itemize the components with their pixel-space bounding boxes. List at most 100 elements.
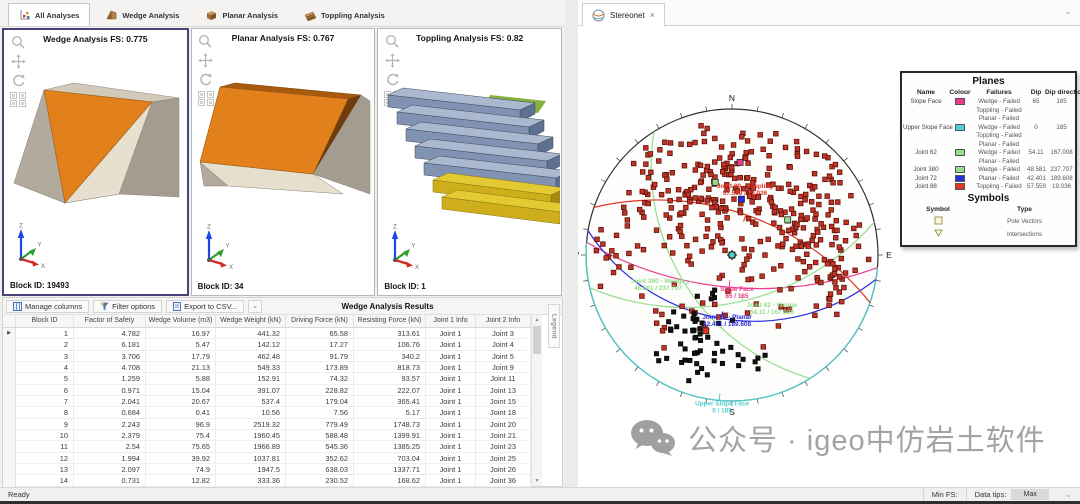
cell[interactable]: 3 <box>16 350 74 363</box>
zoom-tool-icon[interactable] <box>385 34 400 49</box>
cell[interactable]: 1037.81 <box>216 452 286 465</box>
cell[interactable]: 5.17 <box>354 407 426 419</box>
view-options-icons[interactable] <box>197 91 214 106</box>
cell[interactable]: 21.13 <box>146 362 216 374</box>
tab-wedge-analysis[interactable]: Wedge Analysis <box>94 3 190 26</box>
cell[interactable]: 7.56 <box>286 407 354 419</box>
cell[interactable]: Joint 1 <box>426 373 476 385</box>
row-marker[interactable] <box>3 418 16 431</box>
cell[interactable]: 75.65 <box>146 441 216 453</box>
tab-all-analyses[interactable]: All Analyses <box>8 3 91 26</box>
cell[interactable]: 7 <box>16 396 74 408</box>
cell[interactable]: Joint 1 <box>426 418 476 431</box>
cell[interactable]: 96.9 <box>146 418 216 431</box>
cell[interactable]: 16.97 <box>146 328 216 340</box>
row-marker[interactable]: ▶ <box>3 328 16 340</box>
cell[interactable]: Joint 1 <box>426 452 476 465</box>
column-header[interactable]: Resisting Force (kN) <box>354 315 426 328</box>
cell[interactable]: 1 <box>16 328 74 340</box>
cell[interactable]: 0.41 <box>146 407 216 419</box>
cell[interactable]: Joint 1 <box>426 328 476 340</box>
toppling-3d-scene[interactable] <box>386 55 561 231</box>
wedge-3d-scene[interactable] <box>12 56 182 216</box>
cell[interactable]: 8 <box>16 407 74 419</box>
cell[interactable]: 1748.73 <box>354 418 426 431</box>
cell[interactable]: 391.07 <box>216 384 286 397</box>
cell[interactable]: 142.12 <box>216 339 286 351</box>
row-marker[interactable] <box>3 362 16 374</box>
cell[interactable]: 441.32 <box>216 328 286 340</box>
row-marker[interactable] <box>3 396 16 408</box>
cell[interactable]: Joint 9 <box>476 362 531 374</box>
cell[interactable]: 818.73 <box>354 362 426 374</box>
cell[interactable]: 93.57 <box>354 373 426 385</box>
cell[interactable]: 74.32 <box>286 373 354 385</box>
cell[interactable]: 1.259 <box>74 373 146 385</box>
cell[interactable]: 228.82 <box>286 384 354 397</box>
legend-side-tab[interactable]: Legend <box>548 304 560 348</box>
viewport-toppling[interactable]: Toppling Analysis FS: 0.82 Z Y X Block I… <box>377 28 563 296</box>
column-header[interactable]: Joint 1 Info <box>426 315 476 328</box>
cell[interactable]: 2.243 <box>74 418 146 431</box>
zoom-tool-icon[interactable] <box>198 34 213 49</box>
cell[interactable]: Joint 15 <box>476 396 531 408</box>
cell[interactable]: 65.58 <box>286 328 354 340</box>
rotate-tool-icon[interactable] <box>198 72 213 87</box>
pan-tool-icon[interactable] <box>10 54 26 69</box>
cell[interactable]: 9 <box>16 418 74 431</box>
chevron-down-icon[interactable]: ⌄ <box>1065 490 1072 499</box>
export-dropdown-button[interactable]: ⌄ <box>248 299 263 313</box>
cell[interactable]: 230.52 <box>286 475 354 487</box>
cell[interactable]: 222.07 <box>354 384 426 397</box>
cell[interactable]: 352.62 <box>286 452 354 465</box>
cell[interactable]: Joint 20 <box>476 418 531 431</box>
cell[interactable]: 365.41 <box>354 396 426 408</box>
pan-tool-icon[interactable] <box>198 53 214 68</box>
scrollbar-thumb[interactable] <box>533 326 541 354</box>
cell[interactable]: Joint 1 <box>426 430 476 442</box>
tab-planar-analysis[interactable]: Planar Analysis <box>194 3 289 26</box>
cell[interactable]: 91.79 <box>286 350 354 363</box>
cell[interactable]: 11 <box>16 441 74 453</box>
column-header[interactable]: Wedge Volume (m3) <box>146 315 216 328</box>
cell[interactable]: 173.89 <box>286 362 354 374</box>
cell[interactable]: Joint 18 <box>476 407 531 419</box>
cell[interactable]: Joint 26 <box>476 464 531 476</box>
cell[interactable]: 2 <box>16 339 74 351</box>
cell[interactable]: 17.79 <box>146 350 216 363</box>
panel-splitter[interactable] <box>565 0 578 487</box>
cell[interactable]: Joint 21 <box>476 430 531 442</box>
cell[interactable]: 10.56 <box>216 407 286 419</box>
cell[interactable]: 549.33 <box>216 362 286 374</box>
cell[interactable]: Joint 23 <box>476 441 531 453</box>
row-marker[interactable] <box>3 430 16 442</box>
cell[interactable]: Joint 1 <box>426 441 476 453</box>
cell[interactable]: 152.91 <box>216 373 286 385</box>
cell[interactable]: 6 <box>16 384 74 397</box>
row-marker[interactable] <box>3 441 16 453</box>
close-icon[interactable]: × <box>649 9 655 20</box>
viewport-planar[interactable]: Planar Analysis FS: 0.767 Z Y X Block ID… <box>190 28 376 296</box>
cell[interactable]: Joint 1 <box>426 339 476 351</box>
cell[interactable]: 179.04 <box>286 396 354 408</box>
manage-columns-button[interactable]: Manage columns <box>6 299 90 313</box>
row-marker[interactable] <box>3 407 16 419</box>
cell[interactable]: 3.706 <box>74 350 146 363</box>
column-header[interactable]: Joint 2 Info <box>476 315 531 328</box>
column-header[interactable]: Block ID <box>16 315 74 328</box>
cell[interactable]: 14 <box>16 475 74 487</box>
cell[interactable]: 2.097 <box>74 464 146 476</box>
cell[interactable]: 6.181 <box>74 339 146 351</box>
cell[interactable]: 13 <box>16 464 74 476</box>
cell[interactable]: 588.48 <box>286 430 354 442</box>
cell[interactable]: Joint 11 <box>476 373 531 385</box>
cell[interactable]: Joint 1 <box>426 350 476 363</box>
column-header[interactable]: Wedge Weight (kN) <box>216 315 286 328</box>
cell[interactable]: 10 <box>16 430 74 442</box>
planar-3d-scene[interactable] <box>199 55 372 215</box>
zoom-tool-icon[interactable] <box>11 35 26 50</box>
row-marker[interactable] <box>3 452 16 465</box>
cell[interactable]: 0.971 <box>74 384 146 397</box>
cell[interactable]: 638.03 <box>286 464 354 476</box>
